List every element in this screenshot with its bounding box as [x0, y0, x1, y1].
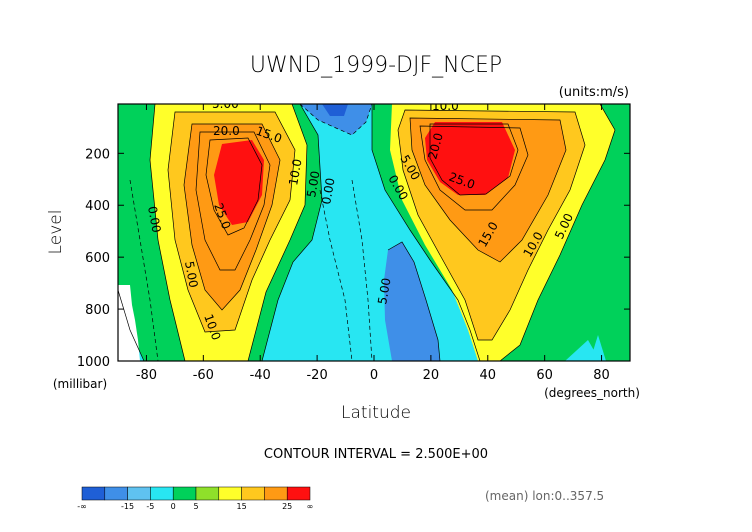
- jet-core-north: [425, 122, 515, 195]
- contour-label: 5.00: [182, 260, 200, 289]
- plot-area: 5.00 10.0 20.0 15.0 10.0 5.00 0.00 25.0 …: [118, 97, 630, 361]
- colorbar-label: ∞: [307, 502, 314, 511]
- colorbar: -∞ -15 -5 0 5 15 25 ∞: [77, 486, 314, 511]
- jet-core-south: [214, 140, 264, 225]
- contour-fill-cyan-patch: [590, 335, 606, 361]
- colorbar-label: 25: [282, 502, 292, 511]
- mean-text: (mean) lon:0..357.5: [485, 489, 604, 503]
- colorbar-swatch: [81, 486, 106, 501]
- y-axis-title: Level: [46, 210, 66, 255]
- contour-label: 5.00: [304, 170, 322, 199]
- y-axis: 200 400 600 800 1000: [77, 147, 630, 370]
- colorbar-swatch: [241, 486, 265, 501]
- x-tick-label: -20: [306, 368, 327, 383]
- colorbar-label: -∞: [77, 502, 87, 511]
- contour-label: 10.0: [432, 99, 459, 113]
- x-tick-label: -60: [193, 368, 214, 383]
- contour-label: 0.00: [145, 205, 163, 234]
- contour-label: 20.0: [425, 131, 445, 160]
- y-axis-units: (millibar): [53, 377, 107, 391]
- colorbar-swatch: [286, 486, 311, 501]
- x-axis-title: Latitude: [341, 403, 411, 423]
- negative-region-top: [300, 104, 372, 135]
- y-tick-label: 800: [85, 303, 110, 318]
- y-tick-label: 200: [85, 147, 110, 162]
- colorbar-swatch: [127, 486, 151, 501]
- colorbar-label: 15: [237, 502, 247, 511]
- negative-region-surface: [384, 242, 440, 361]
- y-tick-label: 1000: [77, 355, 110, 370]
- x-tick-label: 80: [593, 368, 610, 383]
- chart-title: UWND_1999-DJF_NCEP: [250, 53, 502, 78]
- colorbar-label: 5: [193, 502, 198, 511]
- x-tick-label: 60: [536, 368, 553, 383]
- colorbar-label: 0: [171, 502, 176, 511]
- contour-label: 5.00: [375, 277, 393, 306]
- x-tick-label: 20: [423, 368, 440, 383]
- contour-lines-negative: [129, 104, 373, 361]
- colorbar-swatch: [172, 486, 197, 501]
- y-tick-label: 400: [85, 199, 110, 214]
- colorbar-swatch: [150, 486, 174, 501]
- colorbar-swatch: [218, 486, 242, 501]
- x-tick-label: -80: [136, 368, 157, 383]
- y-tick-label: 600: [85, 251, 110, 266]
- corner-marks: [4, 4, 748, 14]
- x-axis: -80 -60 -40 -20 0 20 40 60 80: [136, 104, 610, 383]
- x-tick-label: 40: [480, 368, 497, 383]
- colorbar-label: -15: [121, 502, 134, 511]
- colorbar-swatch: [104, 486, 128, 501]
- contour-label: 10.0: [286, 158, 304, 187]
- units-label: (units:m/s): [559, 85, 629, 100]
- negative-region-top-core: [322, 104, 348, 116]
- contour-interval-text: CONTOUR INTERVAL = 2.500E+00: [264, 447, 488, 462]
- contour-label: 5.00: [212, 97, 239, 111]
- contour-lines: [118, 104, 616, 361]
- colorbar-swatch: [264, 486, 288, 501]
- contour-label: 0.00: [319, 177, 337, 206]
- x-tick-label: -40: [250, 368, 271, 383]
- colorbar-swatch: [195, 486, 220, 501]
- masked-region: [118, 285, 140, 361]
- colorbar-label: -5: [146, 502, 154, 511]
- x-tick-label: 0: [370, 368, 378, 383]
- contour-label: 20.0: [213, 124, 240, 138]
- x-axis-units: (degrees_north): [544, 386, 640, 400]
